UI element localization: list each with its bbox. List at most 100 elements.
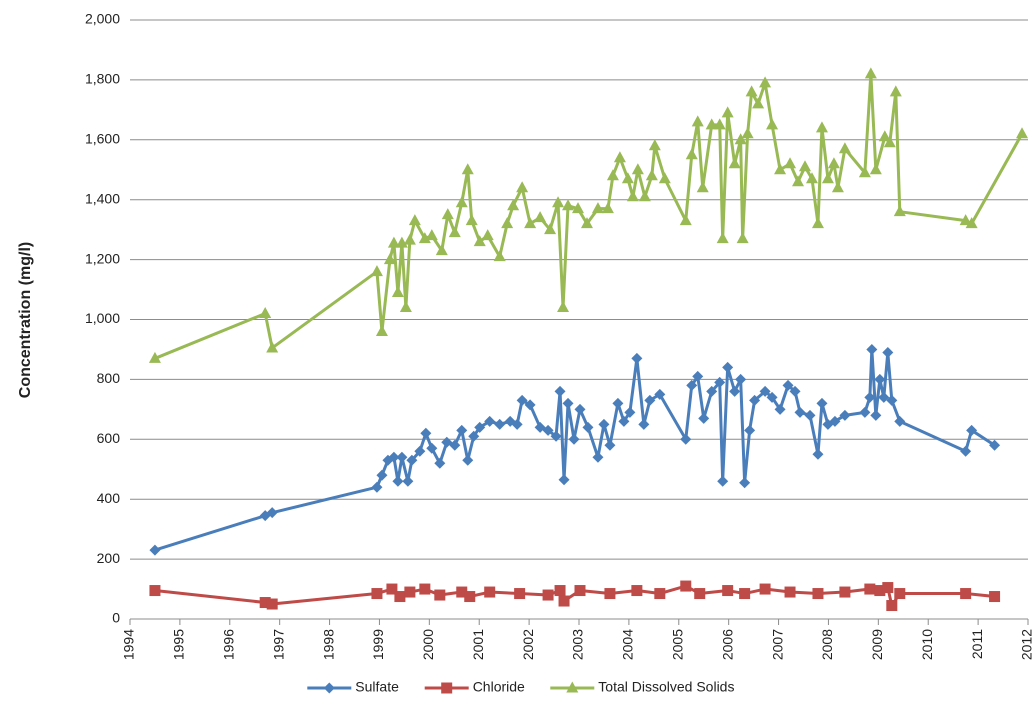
data-point	[435, 244, 448, 256]
data-point	[827, 157, 840, 169]
data-point	[648, 139, 661, 151]
data-point	[782, 379, 794, 391]
data-point	[692, 370, 704, 382]
data-point	[812, 448, 824, 460]
data-point	[696, 181, 709, 193]
data-point	[728, 157, 741, 169]
data-point	[812, 588, 824, 600]
data-point	[481, 229, 494, 241]
data-point	[864, 391, 876, 403]
data-point	[685, 148, 698, 160]
data-point	[621, 172, 634, 184]
data-point	[735, 373, 747, 385]
data-point	[759, 385, 771, 397]
data-point	[631, 163, 644, 175]
x-tick-label: 2010	[919, 629, 935, 660]
data-point	[580, 217, 593, 229]
x-tick-label: 2005	[669, 629, 685, 660]
x-tick-label: 2000	[420, 629, 436, 660]
data-point	[759, 76, 772, 88]
data-point	[798, 160, 811, 172]
data-point	[864, 67, 877, 79]
data-point	[149, 585, 161, 597]
x-tick-label: 2004	[620, 629, 636, 660]
data-point	[375, 324, 388, 336]
data-point	[426, 442, 438, 454]
legend-label: Sulfate	[355, 679, 399, 695]
data-point	[612, 397, 624, 409]
data-point	[882, 582, 894, 594]
data-point	[618, 415, 630, 427]
x-tick-label: 1998	[320, 629, 336, 660]
data-point	[604, 439, 616, 451]
data-point	[455, 196, 468, 208]
data-point	[631, 352, 643, 364]
y-tick-label: 800	[97, 370, 121, 386]
data-point	[745, 85, 758, 97]
y-tick-label: 600	[97, 430, 121, 446]
data-point	[894, 588, 906, 600]
data-point	[266, 507, 278, 519]
data-point	[794, 406, 806, 418]
data-point	[148, 351, 161, 363]
data-point	[474, 421, 486, 433]
data-point	[811, 217, 824, 229]
x-tick-label: 2003	[570, 629, 586, 660]
data-point	[391, 286, 404, 298]
data-point	[759, 583, 771, 595]
data-point	[420, 427, 432, 439]
y-tick-label: 0	[112, 610, 120, 626]
series-line	[154, 72, 1024, 360]
data-point	[259, 597, 271, 609]
data-point	[889, 85, 902, 97]
data-point	[658, 172, 671, 184]
data-point	[815, 121, 828, 133]
data-point	[859, 406, 871, 418]
data-point	[874, 585, 886, 597]
data-point	[441, 208, 454, 220]
data-point	[394, 591, 406, 603]
data-point	[468, 430, 480, 442]
data-point	[749, 394, 761, 406]
y-tick-label: 1,600	[85, 131, 120, 147]
data-point	[484, 586, 496, 598]
data-point	[544, 223, 557, 235]
data-point	[516, 394, 528, 406]
data-point	[601, 202, 614, 214]
data-point	[821, 172, 834, 184]
data-point	[894, 415, 906, 427]
data-point	[493, 250, 506, 262]
data-point	[568, 433, 580, 445]
data-point	[714, 376, 726, 388]
data-point	[713, 118, 726, 130]
data-point	[376, 469, 388, 481]
x-tick-label: 1994	[121, 629, 137, 660]
data-point	[878, 130, 891, 142]
legend-marker	[441, 682, 453, 694]
x-tick-label: 2009	[869, 629, 885, 660]
data-point	[694, 588, 706, 600]
data-point	[869, 163, 882, 175]
y-tick-label: 1,400	[85, 190, 120, 206]
data-point	[592, 451, 604, 463]
data-point	[774, 403, 786, 415]
data-point	[511, 418, 523, 430]
data-point	[734, 133, 747, 145]
x-tick-label: 2006	[719, 629, 735, 660]
data-point	[741, 127, 754, 139]
data-point	[406, 454, 418, 466]
data-point	[631, 585, 643, 597]
data-point	[829, 415, 841, 427]
data-point	[645, 169, 658, 181]
data-point	[831, 181, 844, 193]
data-point	[721, 106, 734, 118]
data-point	[766, 391, 778, 403]
data-point	[883, 136, 896, 148]
x-tick-label: 2002	[520, 629, 536, 660]
data-point	[414, 445, 426, 457]
x-tick-label: 2008	[819, 629, 835, 660]
data-point	[557, 301, 570, 313]
data-point	[789, 385, 801, 397]
data-point	[966, 424, 978, 436]
